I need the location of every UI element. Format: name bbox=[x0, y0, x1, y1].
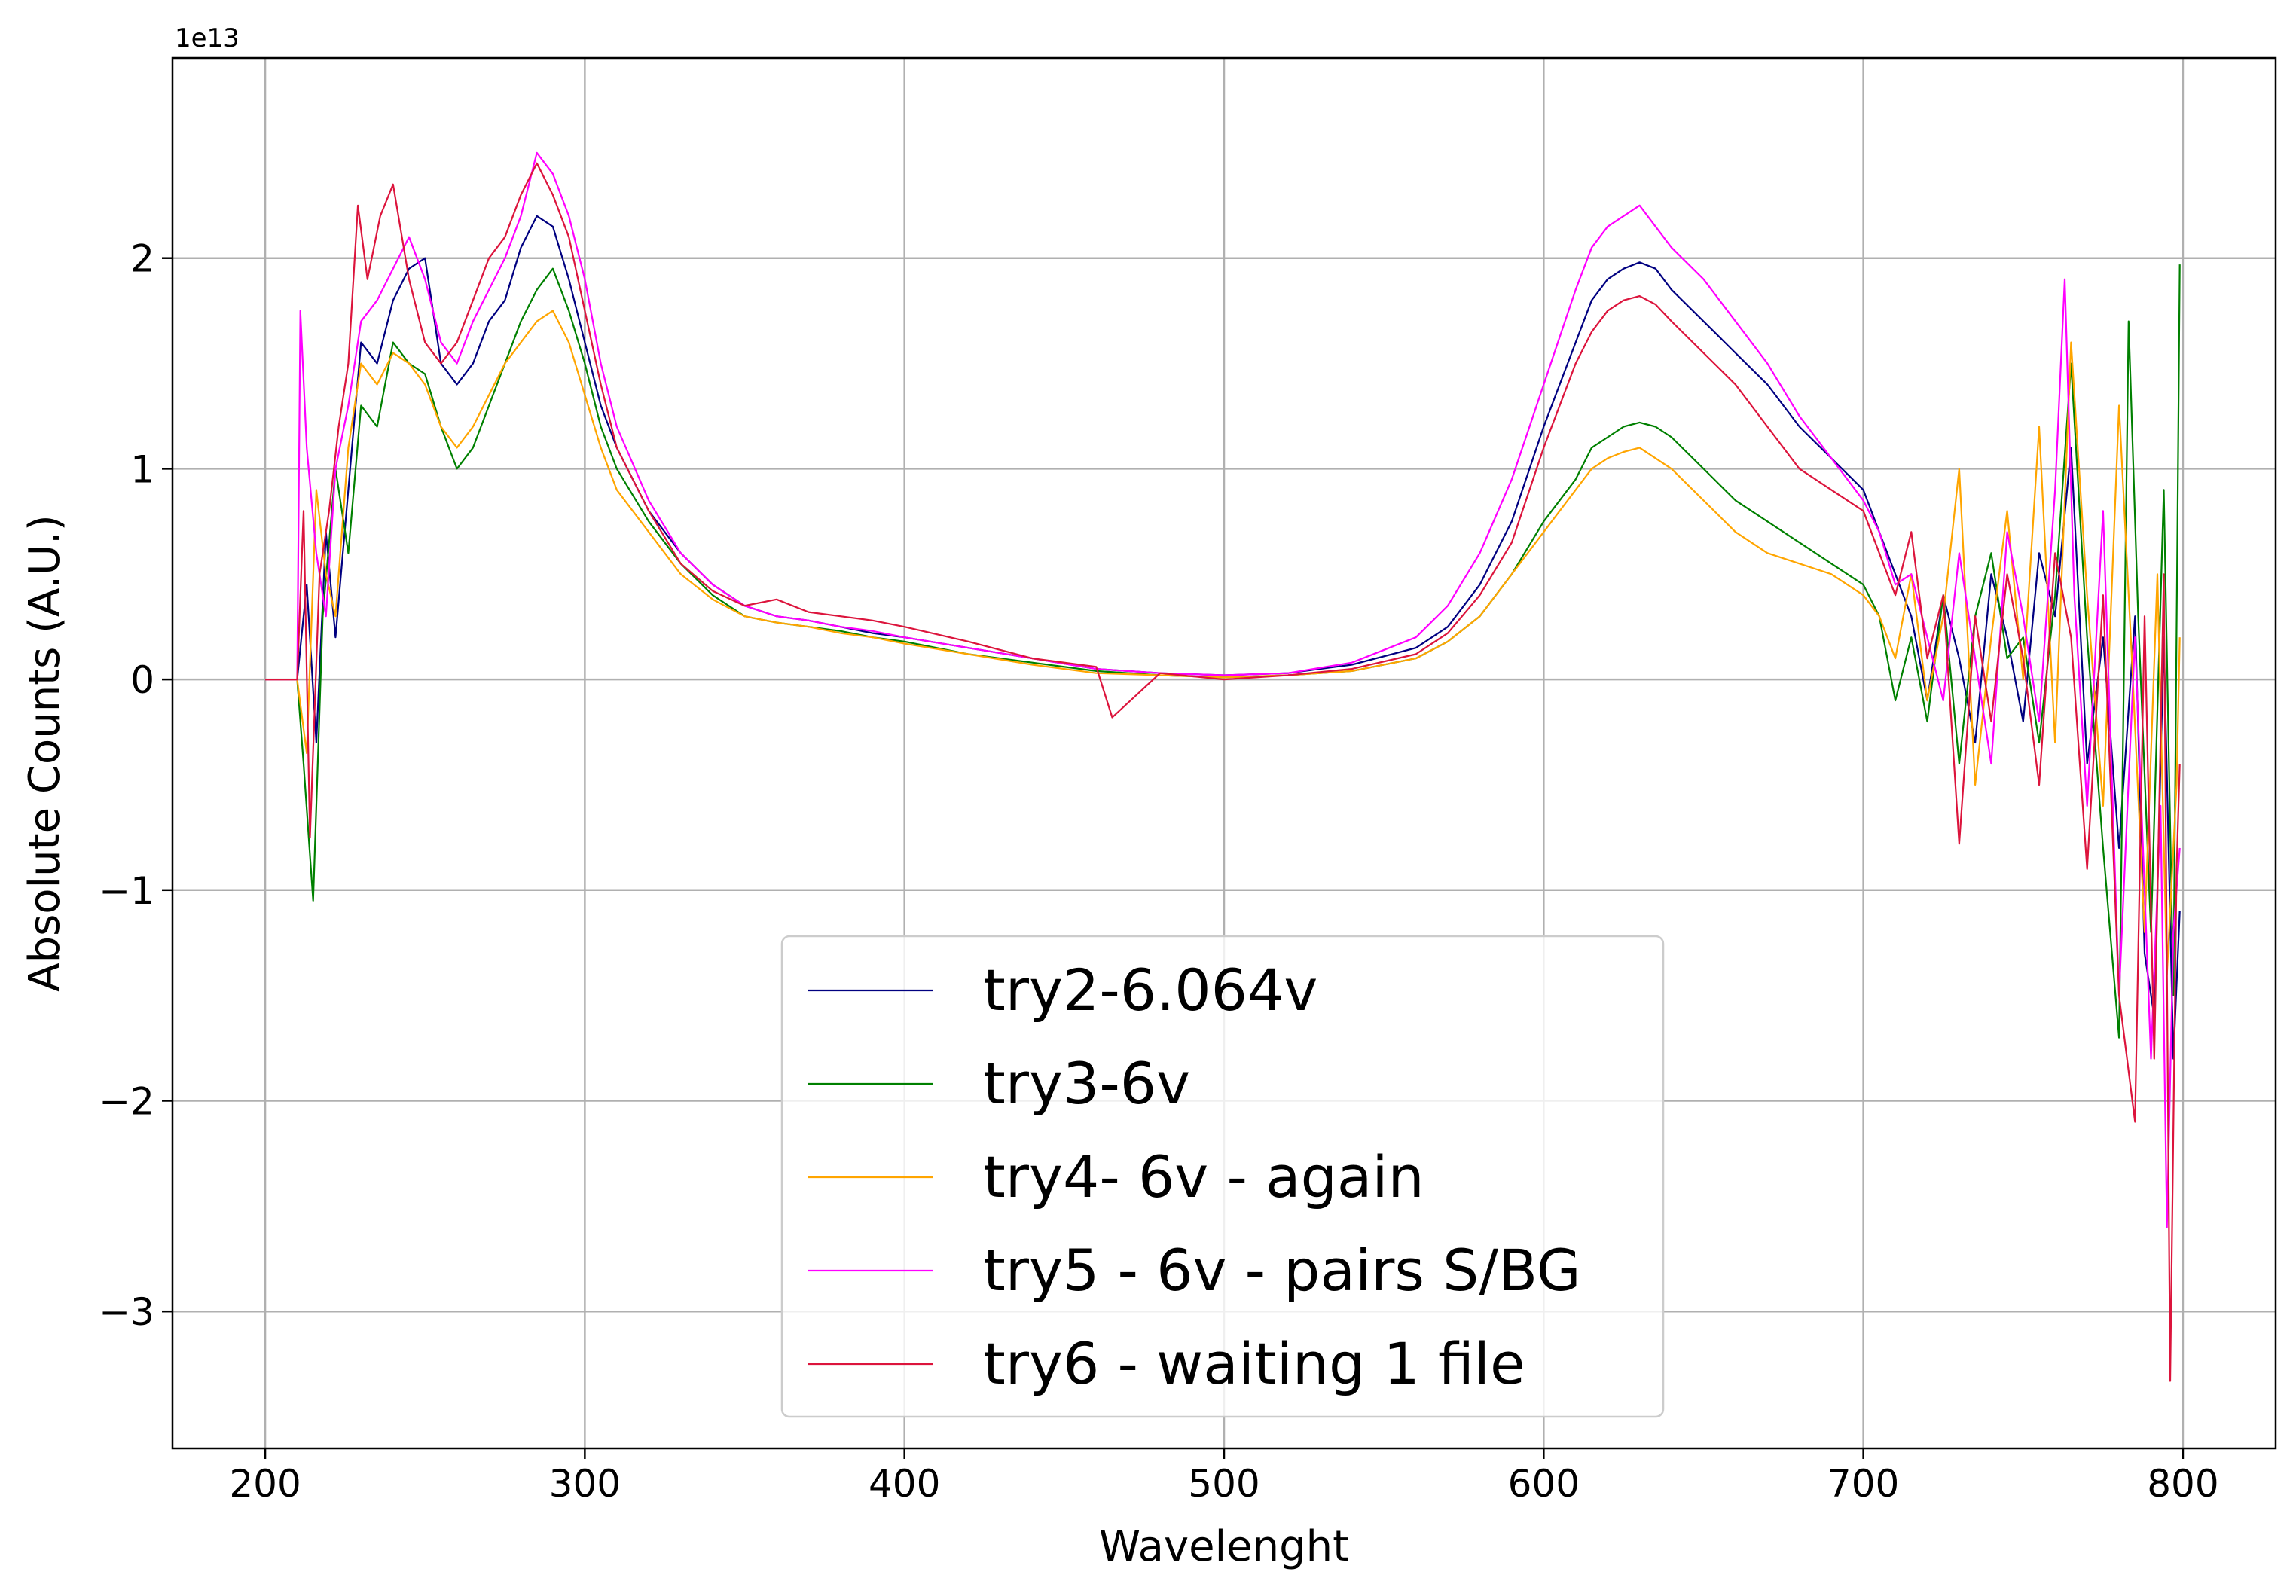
y-tick-label: −3 bbox=[99, 1290, 154, 1334]
x-tick-label: 200 bbox=[229, 1462, 301, 1506]
legend-label: try3-6v bbox=[983, 1050, 1190, 1117]
x-tick-label: 400 bbox=[869, 1462, 940, 1506]
x-axis-label: Wavelenght bbox=[1099, 1522, 1349, 1571]
legend: try2-6.064v try3-6v try4- 6v - again try5 -… bbox=[780, 935, 1665, 1418]
y-tick-label: 2 bbox=[130, 237, 154, 281]
y-tick-label: 0 bbox=[130, 658, 154, 702]
plot-series bbox=[265, 151, 2181, 1382]
series-line bbox=[265, 162, 2181, 1382]
legend-box bbox=[780, 935, 1665, 1418]
x-axis: 200 300 400 500 600 700 800 bbox=[229, 1448, 2219, 1506]
x-tick-label: 500 bbox=[1188, 1462, 1259, 1506]
y-axis-label: Absolute Counts (A.U.) bbox=[20, 514, 69, 991]
y-offset-label: 1e13 bbox=[175, 23, 240, 53]
y-tick-label: −2 bbox=[99, 1080, 154, 1124]
legend-label: try2-6.064v bbox=[983, 957, 1317, 1024]
series-line bbox=[265, 310, 2181, 975]
legend-label: try6 - waiting 1 file bbox=[983, 1330, 1525, 1397]
legend-entries: try2-6.064v try3-6v try4- 6v - again try5 -… bbox=[808, 957, 1581, 1397]
legend-label: try4- 6v - again bbox=[983, 1143, 1424, 1210]
x-tick-label: 300 bbox=[549, 1462, 621, 1506]
y-axis: −3 −2 −1 0 1 2 bbox=[99, 237, 173, 1334]
series-line bbox=[265, 215, 2181, 1060]
x-tick-label: 600 bbox=[1508, 1462, 1580, 1506]
x-tick-label: 800 bbox=[2147, 1462, 2218, 1506]
y-tick-label: 1 bbox=[130, 447, 154, 491]
x-tick-label: 700 bbox=[1827, 1462, 1899, 1506]
y-tick-label: −1 bbox=[99, 869, 154, 913]
legend-label: try5 - 6v - pairs S/BG bbox=[983, 1237, 1581, 1304]
